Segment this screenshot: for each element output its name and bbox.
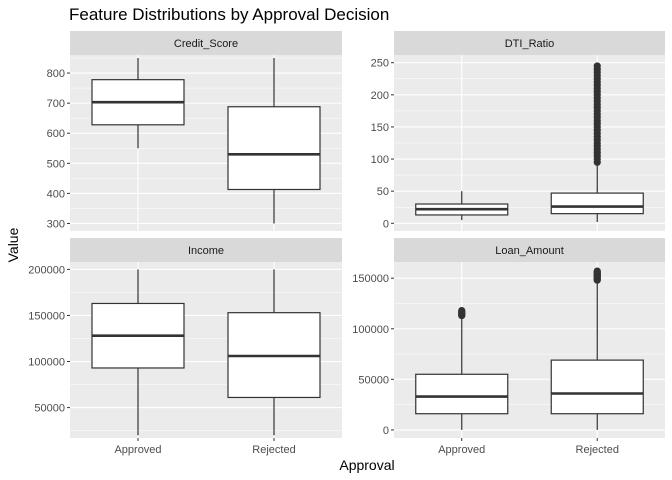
box-approved [415, 306, 509, 430]
y-tick-label: 0 [383, 425, 389, 437]
box-approved [415, 191, 509, 221]
facet-strip [394, 31, 665, 55]
facet-panels: Credit_Score300400500600700800DTI_Ratio0… [28, 31, 665, 456]
y-tick-label: 50 [377, 186, 389, 198]
outlier-point [458, 306, 466, 315]
y-tick-label: 700 [47, 98, 65, 110]
y-tick-label: 100000 [28, 357, 65, 369]
y-tick-label: 0 [383, 218, 389, 230]
box-rejected [227, 58, 321, 224]
y-tick-label: 50000 [34, 403, 65, 415]
y-tick-label: 250 [371, 58, 389, 70]
x-tick-label: Rejected [576, 444, 619, 456]
y-tick-label: 200 [371, 90, 389, 102]
y-tick-label: 600 [47, 128, 65, 140]
box-iqr [227, 106, 321, 191]
box-rejected [550, 62, 644, 223]
y-tick-label: 50000 [358, 374, 389, 386]
y-tick-label: 300 [47, 218, 65, 230]
facet-strip-label: Loan_Amount [495, 245, 564, 257]
facet-credit-score: Credit_Score 300 400 500 600 700 800 [47, 31, 342, 231]
box-rejected [550, 267, 644, 430]
facet-strip-label: Income [188, 245, 224, 257]
x-tick-label: Approved [114, 444, 161, 456]
x-axis-title: Approval [339, 457, 394, 473]
box-iqr [415, 373, 509, 415]
y-tick-label: 400 [47, 188, 65, 200]
outlier-point [593, 62, 601, 70]
facet-strip [394, 238, 665, 262]
facet-loan-amount: Loan_Amount 0 50000 100000 150000 Approved Rej… [352, 238, 665, 456]
box-iqr [550, 359, 644, 415]
y-tick-label: 800 [47, 68, 65, 80]
y-tick-label: 500 [47, 158, 65, 170]
y-axis-title: Value [5, 227, 21, 262]
outlier-point [593, 267, 601, 275]
box-approved [91, 269, 185, 436]
y-tick-label: 200000 [28, 264, 65, 276]
x-tick-label: Rejected [252, 444, 295, 456]
y-tick-label: 100 [371, 154, 389, 166]
x-tick-label: Approved [438, 444, 485, 456]
chart-title: Feature Distributions by Approval Decisi… [69, 5, 389, 24]
y-tick-label: 150 [371, 122, 389, 134]
facet-strip-label: DTI_Ratio [505, 38, 555, 50]
facet-income: Income 50000 100000 150000 200000 Approved Rej… [28, 238, 342, 456]
y-tick-label: 100000 [352, 324, 389, 336]
facet-strip-label: Credit_Score [174, 38, 238, 50]
box-rejected [227, 269, 321, 436]
box-approved [91, 58, 185, 149]
facet-strip [70, 31, 342, 55]
y-tick-label: 150000 [352, 273, 389, 285]
box-iqr [550, 192, 644, 215]
y-tick-label: 150000 [28, 310, 65, 322]
facet-strip [70, 238, 342, 262]
facet-dti-ratio: DTI_Ratio 0 50 100 150 200 250 [371, 31, 665, 231]
